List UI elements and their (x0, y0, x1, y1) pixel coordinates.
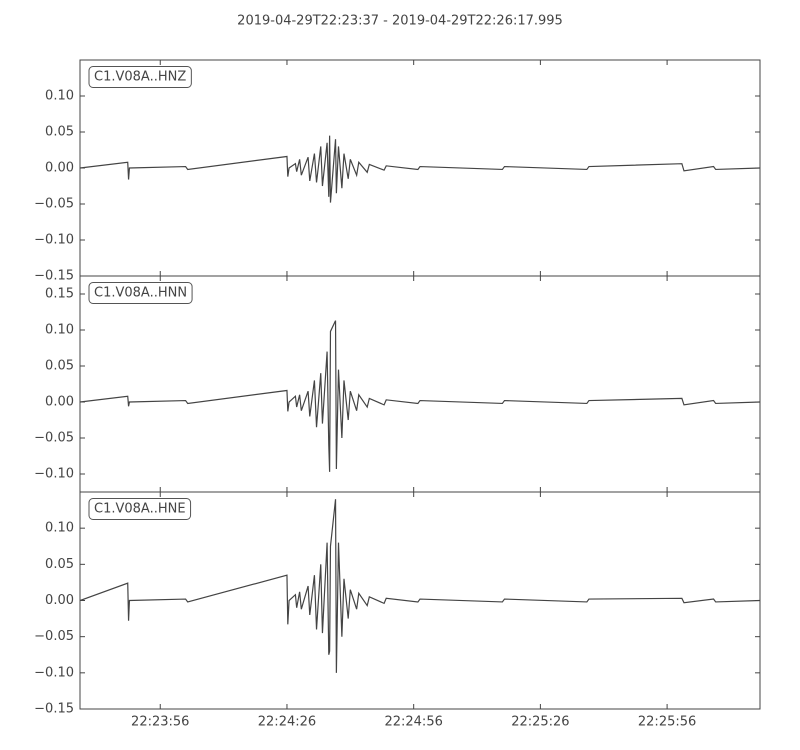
x-tick-label: 22:24:26 (258, 715, 316, 730)
y-tick-label: 0.05 (45, 125, 74, 140)
y-tick-label: 0.05 (45, 359, 74, 374)
y-tick-label: −0.10 (34, 233, 74, 248)
plot-frame (79, 275, 761, 493)
y-tick-label: 0.10 (45, 323, 74, 338)
y-tick-label: 0.15 (45, 287, 74, 302)
waveform (80, 499, 760, 673)
plot-frame (79, 59, 761, 277)
trace-label: C1.V08A..HNZ (94, 70, 186, 85)
x-tick-label: 22:23:56 (131, 715, 189, 730)
chart-title: 2019-04-29T22:23:37 - 2019-04-29T22:26:1… (237, 14, 563, 29)
trace-label-box (88, 498, 192, 520)
y-tick-label: −0.05 (34, 629, 74, 644)
trace-label-box (88, 282, 193, 304)
y-tick-label: −0.05 (34, 197, 74, 212)
y-tick-label: −0.15 (34, 702, 74, 717)
y-tick-label: 0.10 (45, 89, 74, 104)
y-tick-label: 0.00 (45, 593, 74, 608)
y-tick-label: 0.05 (45, 557, 74, 572)
trace-label: C1.V08A..HNN (94, 286, 187, 301)
trace-label: C1.V08A..HNE (94, 502, 186, 517)
y-tick-label: −0.05 (34, 431, 74, 446)
y-tick-label: −0.10 (34, 665, 74, 680)
x-tick-label: 22:24:56 (384, 715, 442, 730)
x-tick-label: 22:25:26 (511, 715, 569, 730)
y-tick-label: 0.10 (45, 521, 74, 536)
y-tick-label: 0.00 (45, 161, 74, 176)
x-tick-label: 22:25:56 (638, 715, 696, 730)
y-tick-label: 0.00 (45, 395, 74, 410)
plot-frame (79, 491, 761, 710)
y-tick-label: −0.10 (34, 467, 74, 482)
y-tick-label: −0.15 (34, 269, 74, 284)
waveform (80, 135, 760, 203)
trace-label-box (88, 66, 192, 88)
waveform (80, 320, 760, 472)
